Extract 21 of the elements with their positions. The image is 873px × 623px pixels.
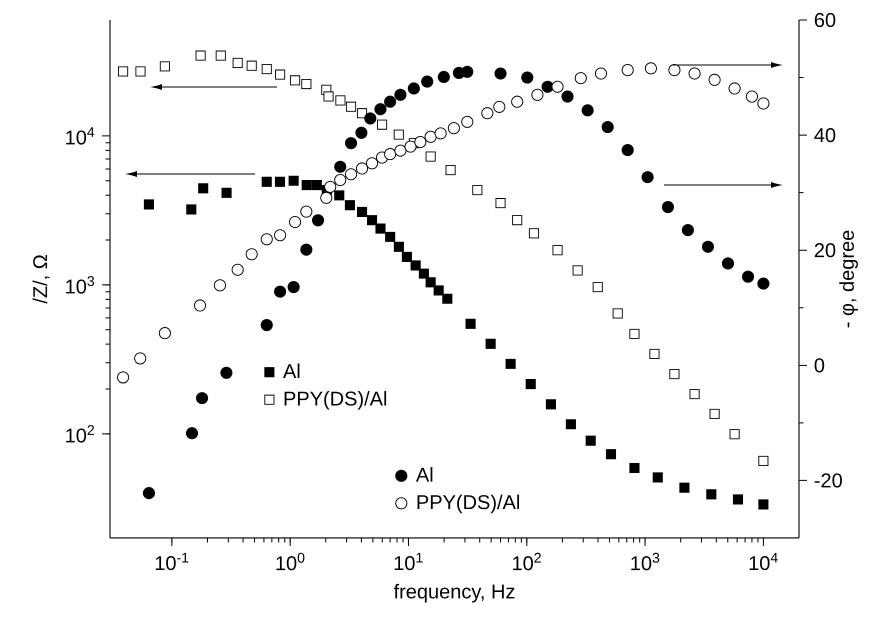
x-tick-label: 10$^{4}$: [750, 552, 778, 570]
y-tick-label: 10$^{3}$: [66, 276, 94, 294]
y-tick-label: 10$^{2}$: [66, 425, 94, 443]
x-tick-label: 10$^{2}$: [513, 552, 541, 570]
y2-tick-label: 60: [814, 12, 836, 28]
y2-axis-title: - φ, degree: [839, 230, 858, 328]
x-axis-title: frequency, Hz: [394, 584, 514, 603]
legend-label: Al: [283, 363, 300, 378]
x-tick-label: 10$^{0}$: [276, 552, 304, 570]
legend-label: PPY(DS)/Al: [284, 390, 386, 410]
y2-tick-label: -20: [814, 473, 842, 488]
y-tick-label: 10$^{4}$: [66, 127, 94, 145]
legend-label: Al: [416, 467, 432, 482]
y-axis-title: /Z/, Ω: [32, 255, 50, 304]
y2-tick-label: 40: [814, 128, 836, 142]
x-tick-label: 10$^{3}$: [631, 552, 660, 570]
legend-label: PPY(DS)/Al: [418, 494, 520, 514]
y2-tick-label: 20: [814, 243, 836, 258]
x-tick-label: 10$^{1}$: [394, 552, 423, 570]
x-tick-label: 10$^{-1}$: [156, 552, 188, 570]
y2-tick-label: 0: [814, 358, 824, 372]
